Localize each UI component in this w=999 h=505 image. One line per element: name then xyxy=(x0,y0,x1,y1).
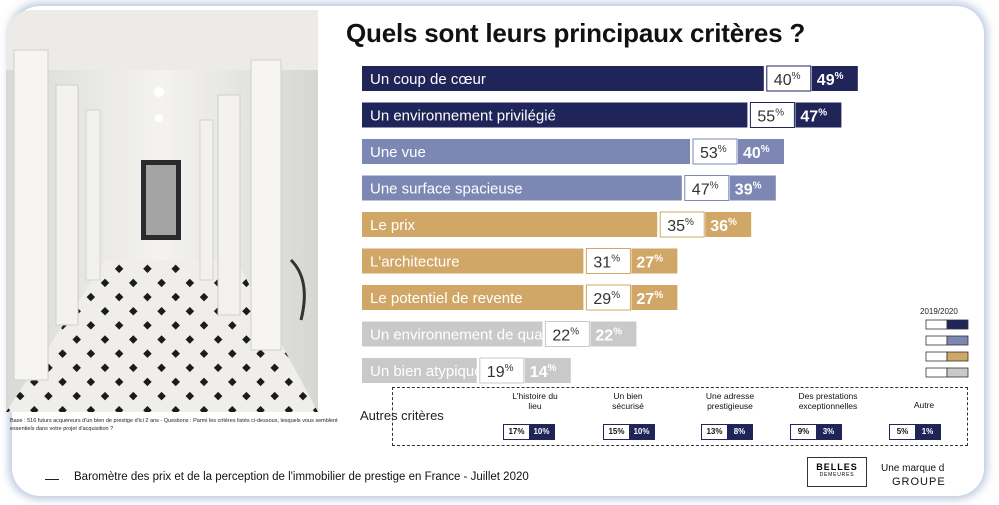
bar-0 xyxy=(362,66,764,91)
value-2019-6: 29% xyxy=(593,290,620,308)
bar-label-1: Un environnement privilégié xyxy=(370,108,556,125)
value-2020-4: 36% xyxy=(710,217,737,235)
bar-8 xyxy=(362,358,477,383)
bar-label-5: L'architecture xyxy=(370,254,460,271)
value-box-2020-5 xyxy=(631,248,678,274)
crit-value-2020: 8% xyxy=(727,425,752,439)
crit-value-2019: 13% xyxy=(702,425,727,439)
value-box-2020-8 xyxy=(524,358,571,383)
value-2020-0: 49% xyxy=(817,71,844,89)
legend-swatch-2020-1 xyxy=(946,335,969,346)
value-box-2020-4 xyxy=(705,212,752,237)
chart-title: Quels sont leurs principaux critères ? xyxy=(346,18,806,48)
crit-value-2020: 10% xyxy=(629,425,654,439)
value-2020-2: 40% xyxy=(743,144,770,162)
value-2019-3: 47% xyxy=(692,181,719,199)
value-2020-5: 27% xyxy=(636,254,663,272)
crit-value-2019: 15% xyxy=(604,425,629,439)
crit-name: Un bien sécurisé xyxy=(612,391,644,411)
bar-label-2: Une vue xyxy=(370,144,426,161)
bar-label-7: Un environnement de qualité xyxy=(370,327,562,344)
legend-swatch-2020-3 xyxy=(946,367,969,378)
legend-swatch-2019-2 xyxy=(925,351,948,362)
crit-values: 9% 3% xyxy=(790,424,842,440)
value-2019-7: 22% xyxy=(552,327,579,345)
value-2020-8: 14% xyxy=(530,363,557,381)
value-box-2020-6 xyxy=(631,285,678,310)
crit-name: Autre xyxy=(913,400,935,410)
value-2020-7: 22% xyxy=(595,327,622,345)
crit-value-2019: 17% xyxy=(504,425,529,439)
value-box-2019-3 xyxy=(684,175,730,201)
value-2019-1: 55% xyxy=(757,108,784,126)
crit-value-2019: 5% xyxy=(890,425,915,439)
legend-swatch-2019-3 xyxy=(925,367,948,378)
value-box-2019-1 xyxy=(749,102,795,128)
value-2019-0: 40% xyxy=(774,71,801,89)
value-box-2019-4 xyxy=(659,211,705,238)
bar-label-6: Le potentiel de revente xyxy=(370,290,523,307)
legend-swatch-2020-0 xyxy=(946,319,969,330)
crit-name: Des prestations exceptionnelles xyxy=(798,391,858,411)
crit-value-2020: 10% xyxy=(529,425,554,439)
value-box-2019-8 xyxy=(479,357,525,384)
crit-name: L'histoire du lieu xyxy=(512,391,558,411)
bar-label-8: Un bien atypique xyxy=(370,363,483,380)
value-box-2020-2 xyxy=(738,139,784,164)
value-box-2020-3 xyxy=(729,175,776,201)
value-2019-4: 35% xyxy=(667,217,694,235)
autres-criteres-label: Autres critères xyxy=(360,408,444,423)
value-box-2019-0 xyxy=(766,65,812,92)
bar-1 xyxy=(362,102,748,128)
value-2020-3: 39% xyxy=(735,181,762,199)
legend-swatch-2019-0 xyxy=(925,319,948,330)
footer-text: Baromètre des prix et de la perception d… xyxy=(74,471,529,483)
bar-2 xyxy=(362,139,690,164)
footer-rule xyxy=(45,479,59,480)
autres-criteres-box xyxy=(392,387,968,446)
value-2020-6: 27% xyxy=(636,290,663,308)
value-box-2019-2 xyxy=(692,138,738,165)
value-box-2020-0 xyxy=(811,66,858,91)
logo-sub: DEMEURES xyxy=(819,472,855,478)
legend-year-label: 2019/2020 xyxy=(920,307,958,316)
crit-values: 15% 10% xyxy=(603,424,655,440)
value-box-2020-1 xyxy=(795,102,842,128)
legend-swatch-2020-2 xyxy=(946,351,969,362)
bar-6 xyxy=(362,285,584,310)
group-logo-label: Une marque d xyxy=(881,463,945,474)
crit-value-2020: 1% xyxy=(915,425,940,439)
crit-values: 5% 1% xyxy=(889,424,941,440)
crit-name: Une adresse prestigieuse xyxy=(705,391,755,411)
legend-swatch-2019-1 xyxy=(925,335,948,346)
hallway-photo xyxy=(6,10,318,412)
crit-values: 13% 8% xyxy=(701,424,753,440)
belles-demeures-logo: BELLES DEMEURES xyxy=(807,457,867,487)
value-box-2019-5 xyxy=(585,248,631,274)
value-box-2019-7 xyxy=(544,321,590,347)
base-note: Base : 516 futurs acquéreurs d'un bien d… xyxy=(10,418,338,432)
crit-value-2020: 3% xyxy=(816,425,841,439)
crit-values: 17% 10% xyxy=(503,424,555,440)
bar-label-4: Le prix xyxy=(370,217,416,234)
logo-brand: BELLES xyxy=(816,462,858,472)
bar-label-3: Une surface spacieuse xyxy=(370,181,523,198)
value-box-2019-6 xyxy=(585,284,631,311)
bar-7 xyxy=(362,321,543,347)
group-logo-name: GROUPE xyxy=(892,476,946,488)
bar-5 xyxy=(362,248,584,274)
bar-label-0: Un coup de cœur xyxy=(370,71,486,88)
value-box-2020-7 xyxy=(590,321,637,347)
value-2019-5: 31% xyxy=(593,254,620,272)
value-2020-1: 47% xyxy=(800,108,827,126)
bar-4 xyxy=(362,212,658,237)
bar-3 xyxy=(362,175,682,201)
crit-value-2019: 9% xyxy=(791,425,816,439)
value-2019-2: 53% xyxy=(700,144,727,162)
value-2019-8: 19% xyxy=(487,363,514,381)
